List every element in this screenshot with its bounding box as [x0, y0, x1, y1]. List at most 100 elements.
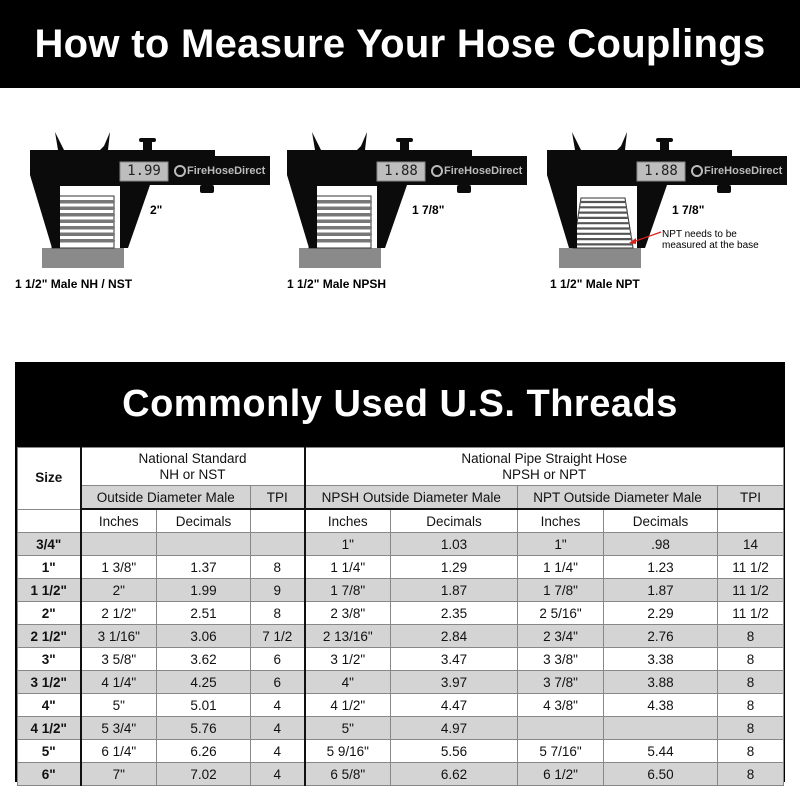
caliper-icon	[287, 132, 527, 268]
value-cell: 4.97	[390, 716, 519, 740]
value-cell: 3 3/8"	[517, 647, 605, 671]
value-cell: 1.37	[156, 555, 251, 579]
value-cell: 11 1/2	[717, 555, 785, 579]
value-cell: 5"	[80, 693, 157, 717]
value-cell: 4 3/8"	[517, 693, 605, 717]
value-cell	[249, 532, 306, 556]
caliper-icon	[30, 132, 270, 268]
coupling-label: 1 1/2" Male NPSH	[287, 277, 387, 291]
value-cell: 5 3/4"	[80, 716, 157, 740]
caliper-icon	[547, 132, 787, 268]
value-cell: 8	[717, 762, 785, 786]
value-cell: 2.35	[390, 601, 519, 625]
np-tpi-header: TPI	[717, 485, 785, 510]
unit-header-blank	[249, 508, 306, 533]
value-cell: 7.02	[156, 762, 251, 786]
value-cell: 3.38	[603, 647, 719, 671]
value-cell: 8	[717, 716, 785, 740]
value-cell: 2 13/16"	[304, 624, 392, 648]
value-cell: 4	[249, 762, 306, 786]
np-group-header: National Pipe Straight Hose NPSH or NPT	[304, 447, 785, 486]
size-cell: 3/4"	[17, 532, 82, 556]
value-cell: 3 1/2"	[304, 647, 392, 671]
value-cell: 2.84	[390, 624, 519, 648]
coupling-label: 1 1/2" Male NH / NST	[15, 277, 133, 291]
unit-header: Inches	[304, 508, 392, 533]
arrow-icon	[629, 231, 662, 244]
brand-logo: FireHoseDirect	[187, 165, 266, 177]
value-cell: 5.01	[156, 693, 251, 717]
value-cell: 4.38	[603, 693, 719, 717]
table-row: 3 1/2" 4 1/4" 4.25 6 4" 3.97 3 7/8" 3.88 8	[17, 670, 785, 694]
np-group-subtitle: NPSH or NPT	[502, 466, 587, 482]
value-cell: 2.51	[156, 601, 251, 625]
value-cell: 14	[717, 532, 785, 556]
value-cell: 1 1/4"	[517, 555, 605, 579]
caliper-illustrations: 1.99 FireHoseDirect 2" 1 1/2" Male NH / NST…	[0, 120, 800, 310]
npt-od-header: NPT Outside Diameter Male	[517, 485, 719, 510]
value-cell: 4.47	[390, 693, 519, 717]
nh-group-header: National Standard NH or NST	[79, 447, 306, 486]
value-cell: 1 3/8"	[80, 555, 157, 579]
size-cell: 2"	[17, 601, 82, 625]
nh-group-subtitle: NH or NST	[159, 466, 226, 482]
value-cell	[603, 716, 719, 740]
value-cell: 8	[717, 624, 785, 648]
table-row: 4 1/2" 5 3/4" 5.76 4 5" 4.97 8	[17, 716, 785, 740]
value-cell: 4 1/4"	[80, 670, 157, 694]
value-cell: 4	[249, 693, 306, 717]
value-cell: 11 1/2	[717, 601, 785, 625]
table-row: 6" 7" 7.02 4 6 5/8" 6.62 6 1/2" 6.50 8	[17, 762, 785, 786]
value-cell: 2"	[80, 578, 157, 602]
value-cell: 5.56	[390, 739, 519, 763]
value-cell: 8	[717, 693, 785, 717]
value-cell: 3.62	[156, 647, 251, 671]
table-row: 1" 1 3/8" 1.37 8 1 1/4" 1.29 1 1/4" 1.23 11 1/2	[17, 555, 785, 579]
value-cell: .98	[603, 532, 719, 556]
unit-header: Inches	[517, 508, 605, 533]
value-cell: 4	[249, 739, 306, 763]
unit-header-blank	[17, 508, 82, 533]
size-cell: 6"	[17, 762, 82, 786]
value-cell: 6 1/2"	[517, 762, 605, 786]
threads-table-panel: Commonly Used U.S. Threads Size National…	[15, 362, 785, 786]
caliper-body	[287, 132, 527, 248]
value-cell: 3.97	[390, 670, 519, 694]
value-cell: 6.50	[603, 762, 719, 786]
measurement-label: 1 7/8"	[672, 203, 705, 217]
table-row: 3/4" 1" 1.03 1" .98 14	[17, 532, 785, 556]
caliper-reading: 1.99	[127, 163, 161, 179]
value-cell: 1.87	[390, 578, 519, 602]
value-cell: 1.87	[603, 578, 719, 602]
value-cell: 1"	[304, 532, 392, 556]
size-header: Size	[17, 447, 82, 510]
threads-table: Size National Standard NH or NST Nationa…	[17, 447, 785, 786]
value-cell: 5 7/16"	[517, 739, 605, 763]
unit-header-blank	[717, 508, 785, 533]
value-cell: 6 5/8"	[304, 762, 392, 786]
value-cell: 8	[249, 601, 306, 625]
npsh-od-header: NPSH Outside Diameter Male	[304, 485, 519, 510]
value-cell: 6	[249, 647, 306, 671]
value-cell: 4"	[304, 670, 392, 694]
value-cell: 2 5/16"	[517, 601, 605, 625]
value-cell: 1.99	[156, 578, 251, 602]
value-cell: 2.76	[603, 624, 719, 648]
value-cell: 1 7/8"	[517, 578, 605, 602]
value-cell: 3 7/8"	[517, 670, 605, 694]
measurement-label: 2"	[150, 203, 163, 217]
value-cell: 8	[717, 647, 785, 671]
table-row: 5" 6 1/4" 6.26 4 5 9/16" 5.56 5 7/16" 5.44 8	[17, 739, 785, 763]
coupling-base	[42, 248, 124, 268]
nh-tpi-header: TPI	[249, 485, 306, 510]
measurement-label: 1 7/8"	[412, 203, 445, 217]
size-cell: 3"	[17, 647, 82, 671]
value-cell: 6.26	[156, 739, 251, 763]
value-cell: 3 5/8"	[80, 647, 157, 671]
value-cell: 5"	[304, 716, 392, 740]
coupling-base	[299, 248, 381, 268]
value-cell: 2.29	[603, 601, 719, 625]
table-title: Commonly Used U.S. Threads	[122, 383, 678, 425]
value-cell: 4 1/2"	[304, 693, 392, 717]
value-cell	[80, 532, 157, 556]
